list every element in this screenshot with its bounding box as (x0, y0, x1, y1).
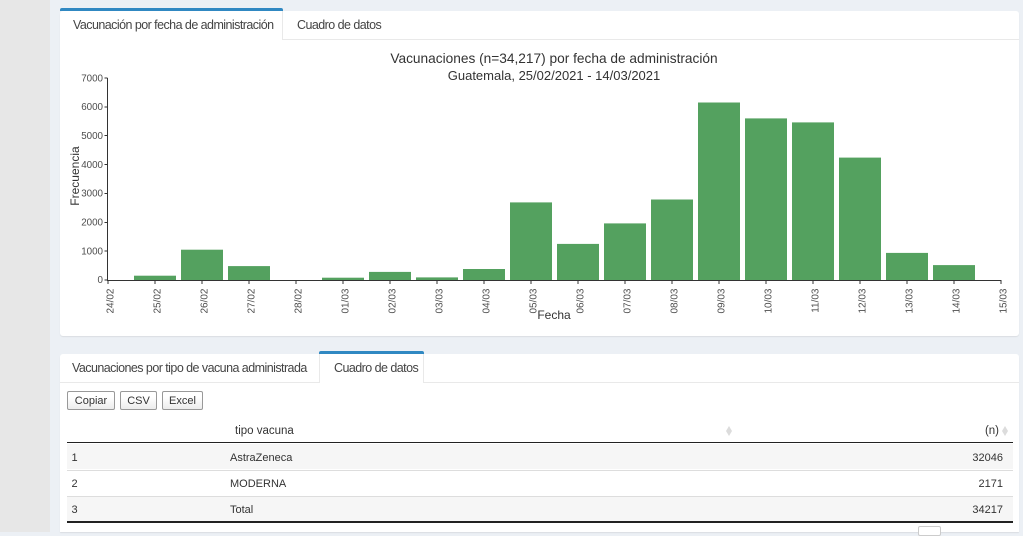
svg-text:Fecha: Fecha (537, 308, 571, 322)
svg-text:07/03: 07/03 (623, 288, 634, 313)
svg-text:09/03: 09/03 (717, 288, 728, 313)
svg-text:25/02: 25/02 (153, 288, 164, 313)
svg-text:02/03: 02/03 (388, 288, 399, 313)
svg-text:06/03: 06/03 (576, 288, 587, 313)
svg-text:03/03: 03/03 (435, 288, 446, 313)
svg-text:0: 0 (98, 275, 104, 286)
svg-text:28/02: 28/02 (294, 288, 305, 313)
svg-text:Guatemala, 25/02/2021 - 14/03/: Guatemala, 25/02/2021 - 14/03/2021 (448, 68, 661, 83)
svg-text:Vacunaciones (n=34,217) por fe: Vacunaciones (n=34,217) por fecha de adm… (390, 51, 717, 66)
svg-text:12/03: 12/03 (858, 288, 869, 313)
svg-text:7000: 7000 (81, 73, 103, 84)
svg-text:10/03: 10/03 (764, 288, 775, 313)
svg-text:4000: 4000 (81, 160, 103, 171)
svg-text:5000: 5000 (81, 131, 103, 142)
svg-text:05/03: 05/03 (529, 288, 540, 313)
svg-text:13/03: 13/03 (905, 288, 916, 313)
svg-text:2000: 2000 (81, 218, 103, 229)
svg-text:24/02: 24/02 (106, 288, 117, 313)
svg-text:11/03: 11/03 (811, 288, 822, 313)
svg-text:14/03: 14/03 (952, 288, 963, 313)
svg-text:08/03: 08/03 (670, 288, 681, 313)
svg-text:1000: 1000 (81, 246, 103, 257)
svg-text:26/02: 26/02 (200, 288, 211, 313)
svg-text:04/03: 04/03 (482, 288, 493, 313)
svg-text:27/02: 27/02 (247, 288, 258, 313)
svg-text:15/03: 15/03 (999, 288, 1010, 313)
svg-text:01/03: 01/03 (341, 288, 352, 313)
svg-text:Frecuencia: Frecuencia (68, 146, 82, 206)
svg-text:3000: 3000 (81, 189, 103, 200)
svg-text:6000: 6000 (81, 102, 103, 113)
